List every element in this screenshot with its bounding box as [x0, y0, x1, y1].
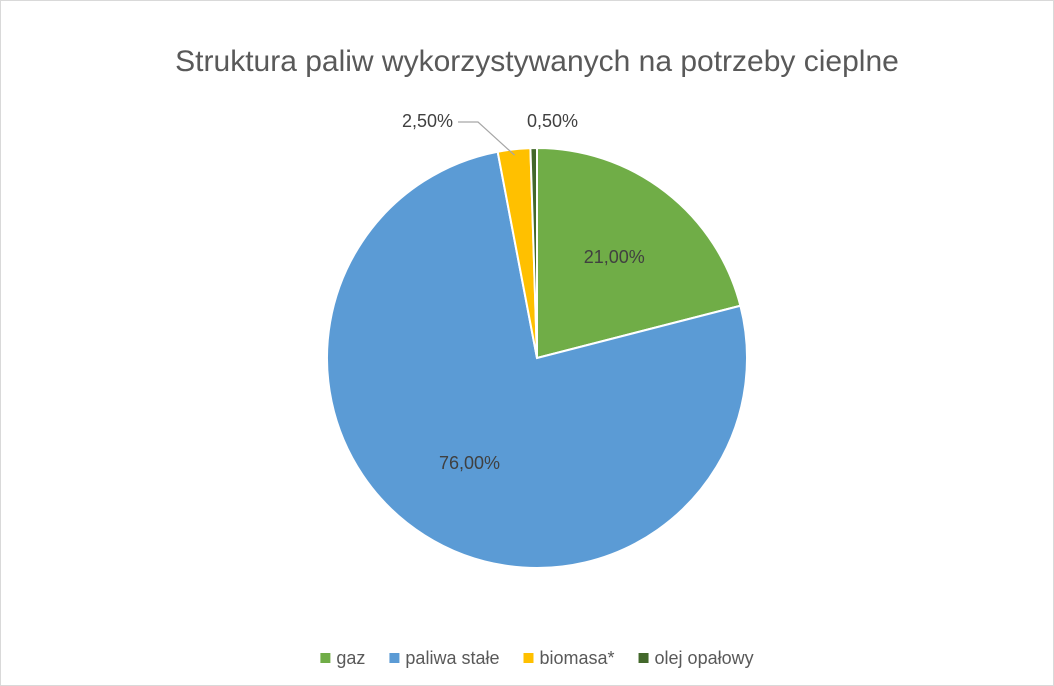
data-label: 76,00% — [439, 453, 500, 473]
legend-label: biomasa* — [539, 648, 614, 668]
pie-slice — [529, 146, 538, 359]
legend-swatch — [320, 653, 331, 663]
data-label: 0,50% — [527, 111, 578, 131]
legend-swatch — [389, 653, 400, 663]
legend-label: gaz — [336, 648, 365, 668]
data-label: 2,50% — [402, 111, 453, 131]
legend-swatch — [638, 653, 649, 663]
pie-slice — [326, 150, 748, 569]
leader-line — [458, 121, 516, 156]
chart-title: Struktura paliw wykorzystywanych na potr… — [175, 45, 899, 78]
legend-swatch — [523, 653, 534, 663]
data-label: 21,00% — [584, 247, 645, 267]
legend-label: paliwa stałe — [405, 648, 499, 668]
pie-slice — [536, 146, 742, 360]
legend-label: olej opałowy — [655, 648, 754, 668]
